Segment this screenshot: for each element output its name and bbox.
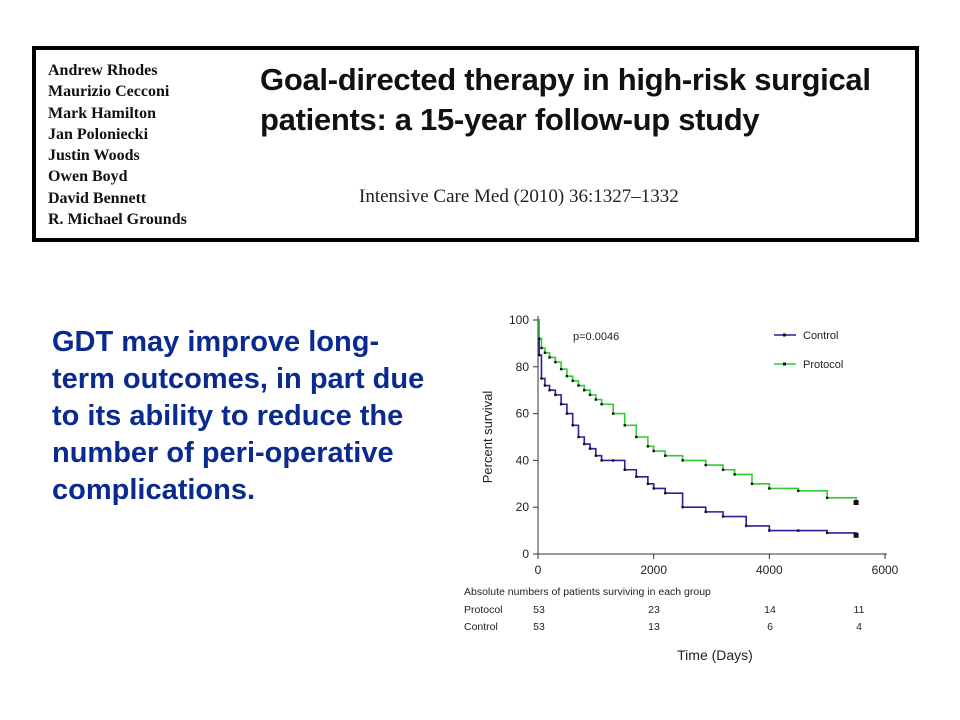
data-point (623, 424, 626, 427)
data-point (745, 524, 748, 528)
data-point (594, 398, 598, 401)
author-name: David Bennett (48, 189, 147, 207)
y-tick-label: 20 (516, 500, 530, 514)
data-point (543, 351, 547, 354)
risk-table-cell: 13 (648, 621, 660, 633)
author-name: Justin Woods (48, 147, 140, 165)
data-point (646, 482, 650, 485)
risk-table-cell: 4 (856, 621, 862, 633)
data-point (554, 360, 557, 364)
data-point (825, 496, 829, 500)
series-end-marker (853, 532, 859, 538)
data-point (768, 487, 771, 490)
data-point (571, 424, 574, 427)
survival-chart: 0 20 40 60 80 100 0 2000 4000 6000 Percent surviva… (464, 313, 899, 663)
y-tick-label: 0 (522, 547, 529, 561)
series-line-protocol (538, 319, 857, 503)
claim-text: GDT may improve long-term outcomes, in p… (52, 326, 425, 506)
y-tick-label: 40 (516, 453, 530, 467)
data-point (652, 449, 655, 453)
data-point (577, 435, 580, 439)
author-name: R. Michael Grounds (48, 211, 187, 229)
data-point (577, 384, 580, 387)
x-tick-label: 4000 (756, 563, 783, 577)
data-point (825, 531, 829, 535)
y-tick-label: 100 (509, 313, 529, 327)
data-point (540, 377, 543, 380)
journal-reference: Intensive Care Med (2010) 36:1327–1332 (359, 186, 679, 207)
data-point (704, 510, 707, 514)
series-end-marker (853, 500, 859, 506)
data-point (623, 468, 626, 471)
data-point (681, 459, 684, 462)
paper-title: Goal-directed therapy in high-risk surgi… (260, 62, 871, 137)
risk-table-cell: 11 (854, 604, 865, 616)
author-name: Maurizio Cecconi (48, 83, 170, 101)
data-point (565, 412, 569, 415)
data-point (543, 384, 547, 387)
data-point (652, 487, 655, 490)
data-point (571, 379, 574, 383)
x-tick-label: 0 (535, 563, 542, 577)
data-point (588, 447, 592, 450)
author-name: Andrew Rhodes (48, 62, 158, 79)
risk-table-cell: 14 (764, 604, 776, 616)
y-axis-label: Percent survival (480, 391, 495, 484)
data-point (559, 367, 563, 371)
p-value-annotation: p=0.0046 (573, 331, 619, 343)
data-point (548, 356, 551, 359)
legend-marker (783, 362, 786, 366)
series-line-control (538, 319, 857, 536)
legend-label: Control (803, 330, 838, 342)
data-point (548, 389, 551, 392)
data-point (664, 491, 667, 495)
data-point (646, 445, 650, 448)
citation-box: Andrew Rhodes Maurizio Cecconi Mark Hamilt… (32, 46, 919, 242)
data-point (537, 353, 541, 357)
data-point (540, 346, 543, 350)
data-point (750, 482, 754, 485)
x-tick-label: 6000 (872, 563, 899, 577)
data-point (704, 463, 707, 467)
risk-table-cell: 6 (767, 621, 773, 633)
data-point (600, 459, 603, 462)
data-point (600, 403, 603, 406)
data-point (554, 393, 557, 397)
data-point (664, 454, 667, 457)
data-point (611, 459, 615, 462)
author-name: Owen Boyd (48, 168, 128, 186)
author-name: Mark Hamilton (48, 104, 156, 122)
author-name: Jan Poloniecki (48, 125, 149, 143)
data-point (583, 389, 586, 392)
data-point (537, 337, 541, 340)
risk-table-cell: 23 (648, 604, 660, 616)
author-list: Andrew Rhodes Maurizio Cecconi Mark Hamilt… (48, 60, 187, 230)
risk-table-title: Absolute numbers of patients surviving i… (464, 586, 711, 598)
data-point (721, 515, 725, 518)
risk-table-cell: 53 (533, 604, 545, 616)
data-point (635, 475, 638, 478)
data-point (797, 489, 800, 493)
risk-table-cell: 53 (533, 621, 545, 633)
data-point (635, 435, 638, 439)
data-point (797, 529, 800, 532)
data-point (721, 468, 725, 471)
data-point (565, 374, 569, 378)
risk-table-row-label: Protocol (464, 604, 503, 616)
y-tick-label: 60 (516, 407, 530, 421)
x-tick-label: 2000 (640, 563, 667, 577)
data-point (733, 473, 736, 476)
data-point (583, 442, 586, 446)
legend-marker (783, 333, 786, 337)
data-point (594, 454, 598, 457)
data-point (588, 393, 592, 397)
data-point (681, 506, 684, 509)
data-point (611, 412, 615, 415)
y-tick-label: 80 (516, 360, 530, 374)
x-axis-label: Time (Days) (677, 647, 753, 663)
data-point (768, 529, 771, 532)
risk-table-row-label: Control (464, 621, 498, 633)
legend-label: Protocol (803, 359, 843, 371)
data-point (559, 403, 563, 406)
